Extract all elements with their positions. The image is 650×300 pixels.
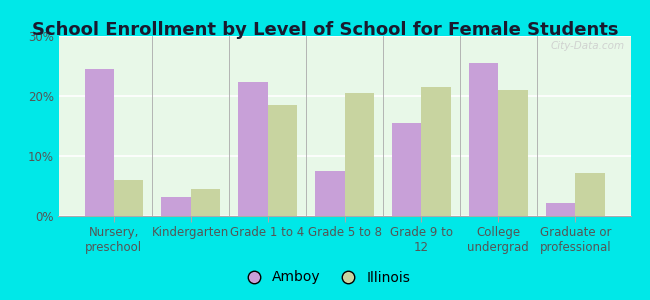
Bar (161, 197, 190, 216)
Bar (268, 105, 297, 216)
Bar (421, 87, 450, 216)
Bar (546, 203, 575, 216)
Bar (315, 171, 344, 216)
Bar (499, 90, 528, 216)
Bar (239, 82, 268, 216)
Bar (575, 173, 604, 216)
Bar (84, 69, 114, 216)
Text: City-Data.com: City-Data.com (551, 41, 625, 51)
Bar (469, 63, 499, 216)
Text: School Enrollment by Level of School for Female Students: School Enrollment by Level of School for… (32, 21, 618, 39)
Bar (190, 189, 220, 216)
Legend: Amboy, Illinois: Amboy, Illinois (234, 265, 416, 290)
Bar (114, 180, 143, 216)
Bar (392, 123, 421, 216)
Bar (344, 93, 374, 216)
